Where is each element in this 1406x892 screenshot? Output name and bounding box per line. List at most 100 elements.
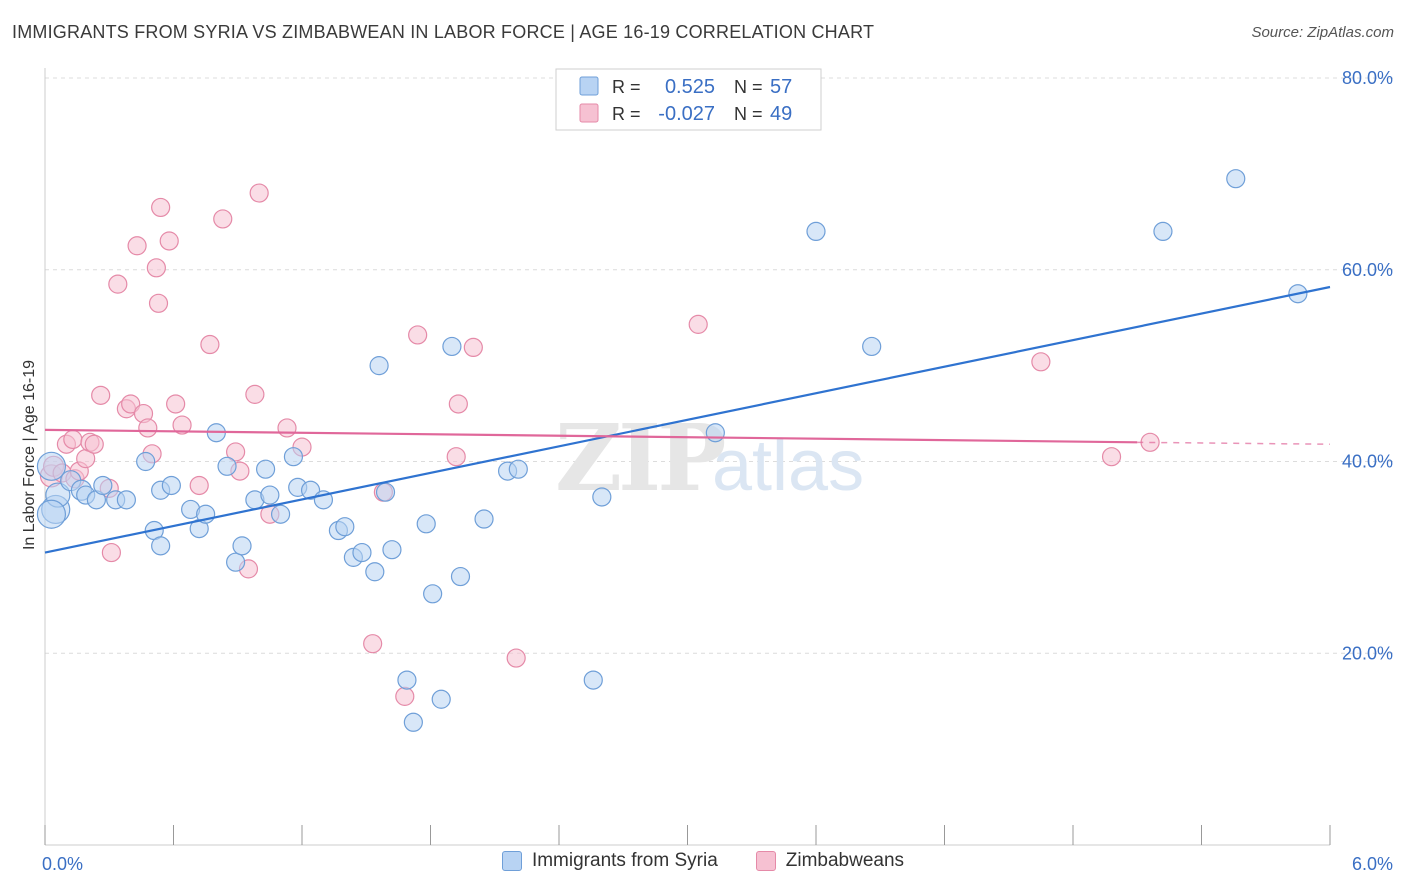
legend-n-label-syria: N = [734,77,763,97]
x-tick-labels: 0.0% 6.0% [42,854,1393,874]
syria-point [151,536,171,556]
y-tick-label-20: 20.0% [1342,643,1393,663]
zimbabwean-point [245,384,265,404]
syria-point [397,670,417,690]
watermark-zip: ZIP [555,404,724,512]
zimbabwean-point [63,429,83,450]
syria-point [592,487,612,507]
zimbabwean-point [277,418,297,438]
syria-point [423,584,443,604]
legend-bottom-item-zimbabweans: Zimbabweans [755,850,905,872]
trend-line-syria [44,285,1331,554]
trend-line-zimbabweans [44,428,1138,444]
zimbabwean-point [159,231,179,251]
legend-n-value-syria: 57 [770,76,792,98]
legend-bottom-swatch-syria [501,851,522,871]
syria-point [335,517,355,537]
syria-point [806,221,826,241]
syria-point [352,542,372,563]
y-tick-label-80: 80.0% [1342,68,1393,88]
legend-r-value-zimbabweans: -0.027 [658,103,715,125]
zimbabwean-point [148,293,169,313]
syria-point [1226,169,1246,189]
legend-bottom-label-zimbabweans: Zimbabweans [785,850,905,871]
y-tick-label-40: 40.0% [1342,452,1393,472]
zimbabwean-point [226,442,246,462]
legend-swatch-zimbabweans [579,103,599,123]
legend-bottom: Immigrants from Syria Zimbabweans [0,850,1406,872]
syria-point [136,451,156,472]
zimbabwean-point [166,394,186,414]
chart-title: IMMIGRANTS FROM SYRIA VS ZIMBABWEAN IN L… [12,22,875,42]
legend-bottom-label-syria: Immigrants from Syria [531,850,718,871]
legend-n-label-zimbabweans: N = [734,104,763,124]
zimbabwean-point [395,686,415,706]
y-tick-labels: 20.0% 40.0% 60.0% 80.0% [1342,68,1393,663]
legend-top-box [555,68,822,131]
zimbabwean-point [101,542,121,563]
legend-swatch-syria [579,76,599,96]
legend-bottom-item-syria: Immigrants from Syria [501,850,718,872]
syria-point [116,490,136,510]
zimbabwean-point [448,394,468,414]
zimbabwean-point [138,418,158,438]
zimbabwean-point [688,314,708,334]
syria-point [283,447,304,467]
syria-point [375,482,396,502]
syria-point [255,459,276,479]
syria-point [36,451,67,481]
series-syria [36,169,1308,732]
zimbabwean-point [446,447,466,467]
zimbabwean-point [172,415,192,435]
syria-point [36,499,67,529]
syria-point [226,552,246,572]
syria-point [300,480,321,500]
syria-point [508,459,528,479]
zimbabwean-point [189,475,209,496]
zimbabwean-point [146,258,166,278]
syria-point [369,356,389,376]
syria-point [705,423,725,443]
zimbabwean-point [249,183,269,203]
zimbabwean-point [213,209,233,229]
syria-point [260,485,280,505]
syria-point [416,514,436,534]
syria-point [442,336,462,357]
legend-top: R = 0.525 N = 57 R = -0.027 N = 49 [555,68,822,131]
legend-r-label-zimbabweans: R = [612,104,641,124]
syria-point [365,562,385,582]
zimbabwean-point [408,325,428,345]
zimbabwean-point [84,434,104,454]
syria-point [862,336,882,357]
syria-point [403,712,423,732]
zimbabwean-point [463,337,483,358]
legend-n-value-zimbabweans: 49 [770,103,792,125]
syria-point [161,475,181,496]
x-tick-label-min: 0.0% [42,854,83,874]
zimbabwean-point [200,334,220,355]
syria-point [93,475,113,496]
zimbabwean-point [151,197,171,218]
syria-point [431,689,451,709]
syria-point [270,504,291,524]
series-zimbabweans [39,183,1160,706]
zimbabwean-point [121,394,141,414]
zimbabwean-point [1031,352,1051,372]
syria-point [583,670,603,690]
zimbabwean-point [127,236,147,256]
syria-point [217,456,237,476]
y-tick-label-60: 60.0% [1342,260,1393,280]
zimbabwean-point [363,634,383,654]
legend-bottom-swatch-zimbabweans [755,851,776,871]
trend-line-zimbabweans-extension [1137,441,1331,445]
syria-point [474,509,494,529]
zimbabwean-point [108,274,128,294]
syria-point [1153,221,1173,241]
syria-point [232,536,252,556]
chart-source: Source: ZipAtlas.com [1251,24,1394,41]
syria-point [382,540,402,560]
zimbabwean-point [1101,447,1122,467]
zimbabwean-point [91,385,111,405]
zimbabwean-point [506,648,526,668]
